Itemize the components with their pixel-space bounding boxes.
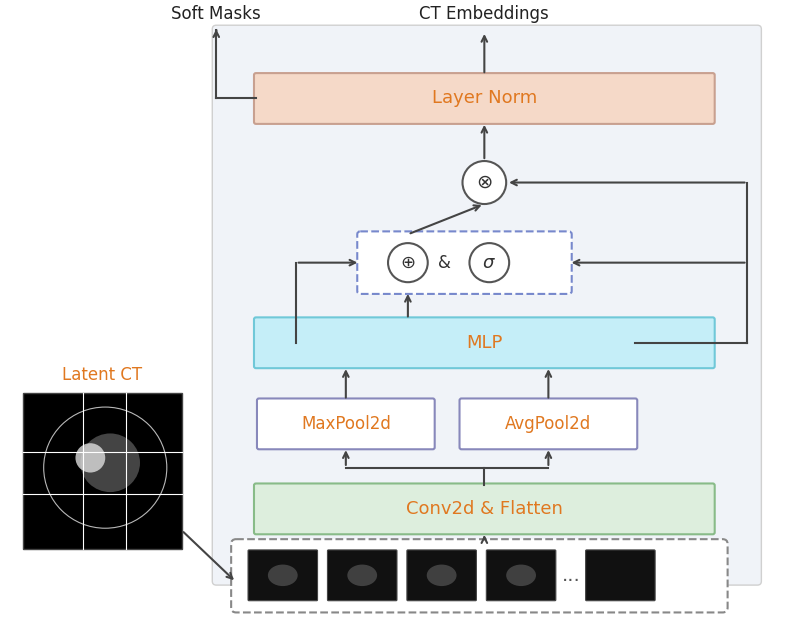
Circle shape [75, 443, 105, 472]
FancyBboxPatch shape [487, 550, 556, 601]
FancyBboxPatch shape [357, 231, 571, 294]
FancyBboxPatch shape [231, 539, 728, 612]
Text: Conv2d & Flatten: Conv2d & Flatten [406, 500, 563, 518]
FancyBboxPatch shape [586, 550, 655, 601]
Text: $\sigma$: $\sigma$ [482, 254, 496, 272]
FancyBboxPatch shape [254, 484, 714, 534]
FancyBboxPatch shape [254, 73, 714, 124]
FancyBboxPatch shape [407, 550, 476, 601]
Text: &: & [438, 254, 451, 272]
FancyBboxPatch shape [248, 550, 318, 601]
Circle shape [462, 161, 506, 204]
FancyBboxPatch shape [257, 399, 435, 449]
Text: MLP: MLP [466, 334, 502, 352]
Circle shape [80, 434, 140, 492]
Ellipse shape [268, 564, 298, 586]
Text: Soft Masks: Soft Masks [171, 5, 261, 23]
Ellipse shape [347, 564, 377, 586]
FancyBboxPatch shape [327, 550, 397, 601]
Text: Layer Norm: Layer Norm [432, 89, 537, 107]
Text: $\oplus$: $\oplus$ [400, 254, 415, 272]
Text: Latent CT: Latent CT [62, 366, 142, 384]
Text: ...: ... [562, 566, 581, 585]
Text: AvgPool2d: AvgPool2d [506, 415, 592, 433]
Ellipse shape [506, 564, 536, 586]
FancyBboxPatch shape [254, 318, 714, 368]
FancyBboxPatch shape [23, 392, 181, 549]
FancyBboxPatch shape [212, 25, 761, 585]
Circle shape [388, 243, 428, 282]
Text: MaxPool2d: MaxPool2d [301, 415, 391, 433]
Text: CT Embeddings: CT Embeddings [419, 5, 550, 23]
FancyBboxPatch shape [459, 399, 637, 449]
Ellipse shape [427, 564, 457, 586]
Circle shape [469, 243, 509, 282]
Text: $\otimes$: $\otimes$ [476, 173, 493, 192]
